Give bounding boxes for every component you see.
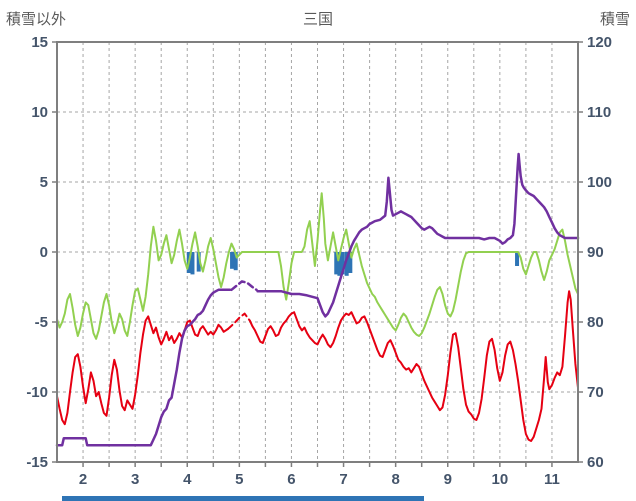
blue-bars-bar — [233, 252, 238, 271]
blue-bars-bar — [334, 252, 339, 275]
y-right-tick-label: 60 — [587, 454, 604, 471]
red-line-solid — [56, 315, 229, 426]
footer-strip — [62, 496, 424, 501]
x-tick-label: 4 — [183, 471, 192, 488]
x-tick-label: 11 — [544, 471, 560, 488]
y-left-tick-label: 5 — [40, 174, 48, 191]
y-left-tick-label: 10 — [31, 104, 48, 121]
x-tick-label: 3 — [131, 471, 139, 488]
red-line-solid — [248, 290, 579, 442]
blue-bars-bar — [337, 252, 342, 276]
x-tick-label: 8 — [391, 471, 399, 488]
right-axis-title: 積雪 — [599, 11, 630, 28]
blue-bars-bar — [344, 252, 349, 276]
y-right-tick-label: 90 — [587, 244, 604, 261]
red-line-dashed — [226, 312, 251, 330]
green-line-solid — [56, 192, 579, 340]
axis-ticks — [52, 41, 583, 467]
x-tick-label: 5 — [235, 471, 243, 488]
y-right-tick-label: 120 — [587, 34, 612, 51]
blue-bars-bar — [515, 252, 520, 266]
y-left-tick-label: -15 — [26, 454, 48, 471]
blue-bars-bar — [230, 252, 235, 269]
blue-bars-bar — [196, 252, 201, 272]
y-left-tick-label: -5 — [35, 314, 48, 331]
left-axis-title: 積雪以外 — [6, 11, 67, 28]
x-tick-label: 6 — [287, 471, 295, 488]
y-right-tick-label: 110 — [587, 104, 611, 121]
x-tick-label: 2 — [79, 471, 87, 488]
blue-bars-bar — [190, 252, 195, 275]
chart-title: 三国 — [302, 11, 333, 28]
y-right-tick-label: 70 — [587, 384, 604, 401]
blue-bars-bar — [348, 252, 353, 273]
x-tick-label: 7 — [339, 471, 347, 488]
purple-line-solid — [55, 288, 232, 447]
axis-tick-labels: 15 10 5 0 -5 -10 -15 120 110 100 90 80 70 60 2 3 4 5 6 7 8 9 1… — [26, 34, 612, 488]
purple-line-dashed — [230, 280, 258, 292]
x-tick-label: 9 — [444, 471, 452, 488]
blue-bars-bar — [340, 252, 345, 275]
y-right-tick-label: 100 — [587, 174, 612, 191]
y-left-tick-label: 0 — [40, 244, 48, 261]
y-left-tick-label: 15 — [31, 34, 48, 51]
data-series — [55, 152, 580, 447]
y-left-tick-label: -10 — [26, 384, 48, 401]
x-tick-label: 10 — [492, 471, 509, 488]
y-right-tick-label: 80 — [587, 314, 604, 331]
purple-line-solid — [256, 152, 580, 318]
